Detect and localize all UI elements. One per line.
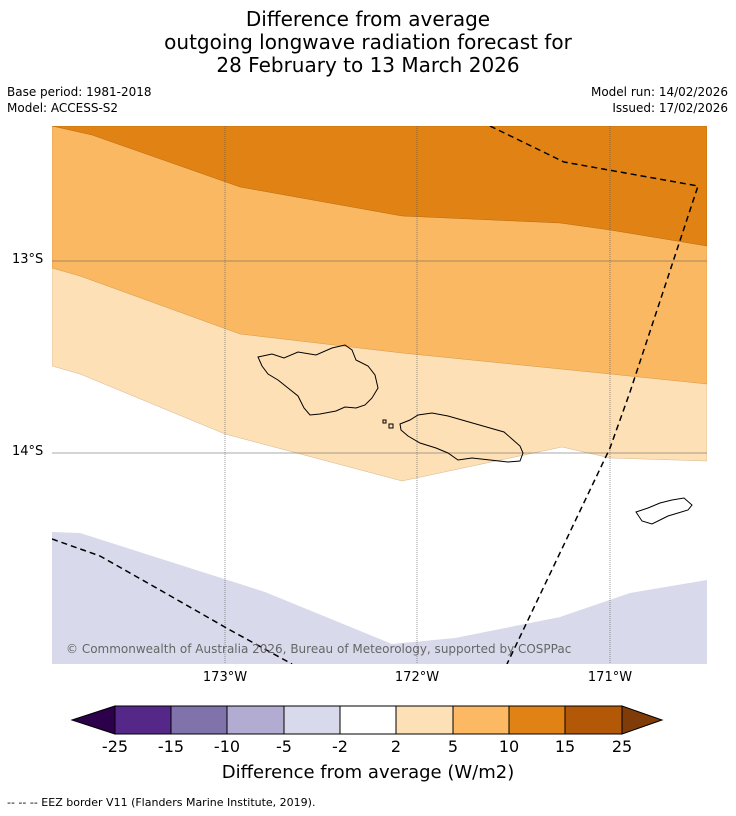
colorbar-segment (508, 705, 566, 735)
region-light-purple (52, 532, 707, 664)
title-line-3: 28 February to 13 March 2026 (216, 53, 520, 77)
colorbar-tick: 10 (498, 737, 520, 756)
colorbar-tick: -10 (213, 737, 241, 756)
colorbar-tick: 2 (390, 737, 402, 756)
eez-borders (52, 126, 699, 664)
lat-label-14s: 14°S (12, 444, 44, 459)
eez-footnote: -- -- -- EEZ border V11 (Flanders Marine… (7, 796, 316, 809)
title-line-1: Difference from average (245, 7, 491, 31)
issued-date: Issued: 17/02/2026 (612, 101, 728, 115)
coastlines (257, 344, 693, 525)
islet-2 (388, 423, 394, 429)
colorbar-tick: -5 (276, 737, 292, 756)
colorbar-segment (339, 705, 397, 735)
lon-label-171w: 171°W (587, 670, 633, 685)
island-savaii (257, 344, 379, 416)
model-name: Model: ACCESS-S2 (7, 101, 119, 115)
colorbar-segment (226, 705, 285, 735)
colorbar-tick: -2 (332, 737, 348, 756)
lon-label-172w: 172°W (394, 670, 440, 685)
colorbar-tick: 25 (611, 737, 633, 756)
colorbar-tick: 5 (447, 737, 459, 756)
title-line-2: outgoing longwave radiation forecast for (164, 30, 572, 54)
colorbar-segment (395, 705, 454, 735)
eez-border-southwest (52, 538, 293, 664)
model-run: Model run: 14/02/2026 (590, 85, 728, 99)
base-period: Base period: 1981-2018 (7, 85, 152, 99)
map-title: Difference from average outgoing longwav… (0, 8, 736, 77)
island-tutuila (635, 497, 693, 525)
islet-1 (382, 419, 387, 424)
colorbar-segment (114, 705, 172, 735)
colorbar-tick: 15 (554, 737, 576, 756)
colorbar-segment (564, 705, 623, 735)
lat-label-13s: 13°S (12, 252, 44, 267)
colorbar-segment (283, 705, 341, 735)
colorbar-arrow-left (70, 705, 116, 735)
meta-right: Model run: 14/02/2026 Issued: 17/02/2026 (591, 84, 728, 116)
lon-label-173w: 173°W (202, 670, 248, 685)
island-upolu (399, 412, 524, 463)
colorbar-arrow-right (621, 705, 664, 735)
graticule (52, 126, 707, 664)
eez-border-north (489, 126, 699, 664)
colorbar-segment (452, 705, 510, 735)
colorbar-segment (170, 705, 228, 735)
region-dark-orange (52, 126, 707, 247)
colorbar-tick: -25 (101, 737, 129, 756)
colorbar-tick: -15 (157, 737, 185, 756)
colorbar-title: Difference from average (W/m2) (221, 762, 515, 783)
colorbar (70, 705, 664, 735)
copyright-notice: © Commonwealth of Australia 2026, Bureau… (66, 642, 572, 656)
meta-left: Base period: 1981-2018 Model: ACCESS-S2 (7, 84, 152, 116)
